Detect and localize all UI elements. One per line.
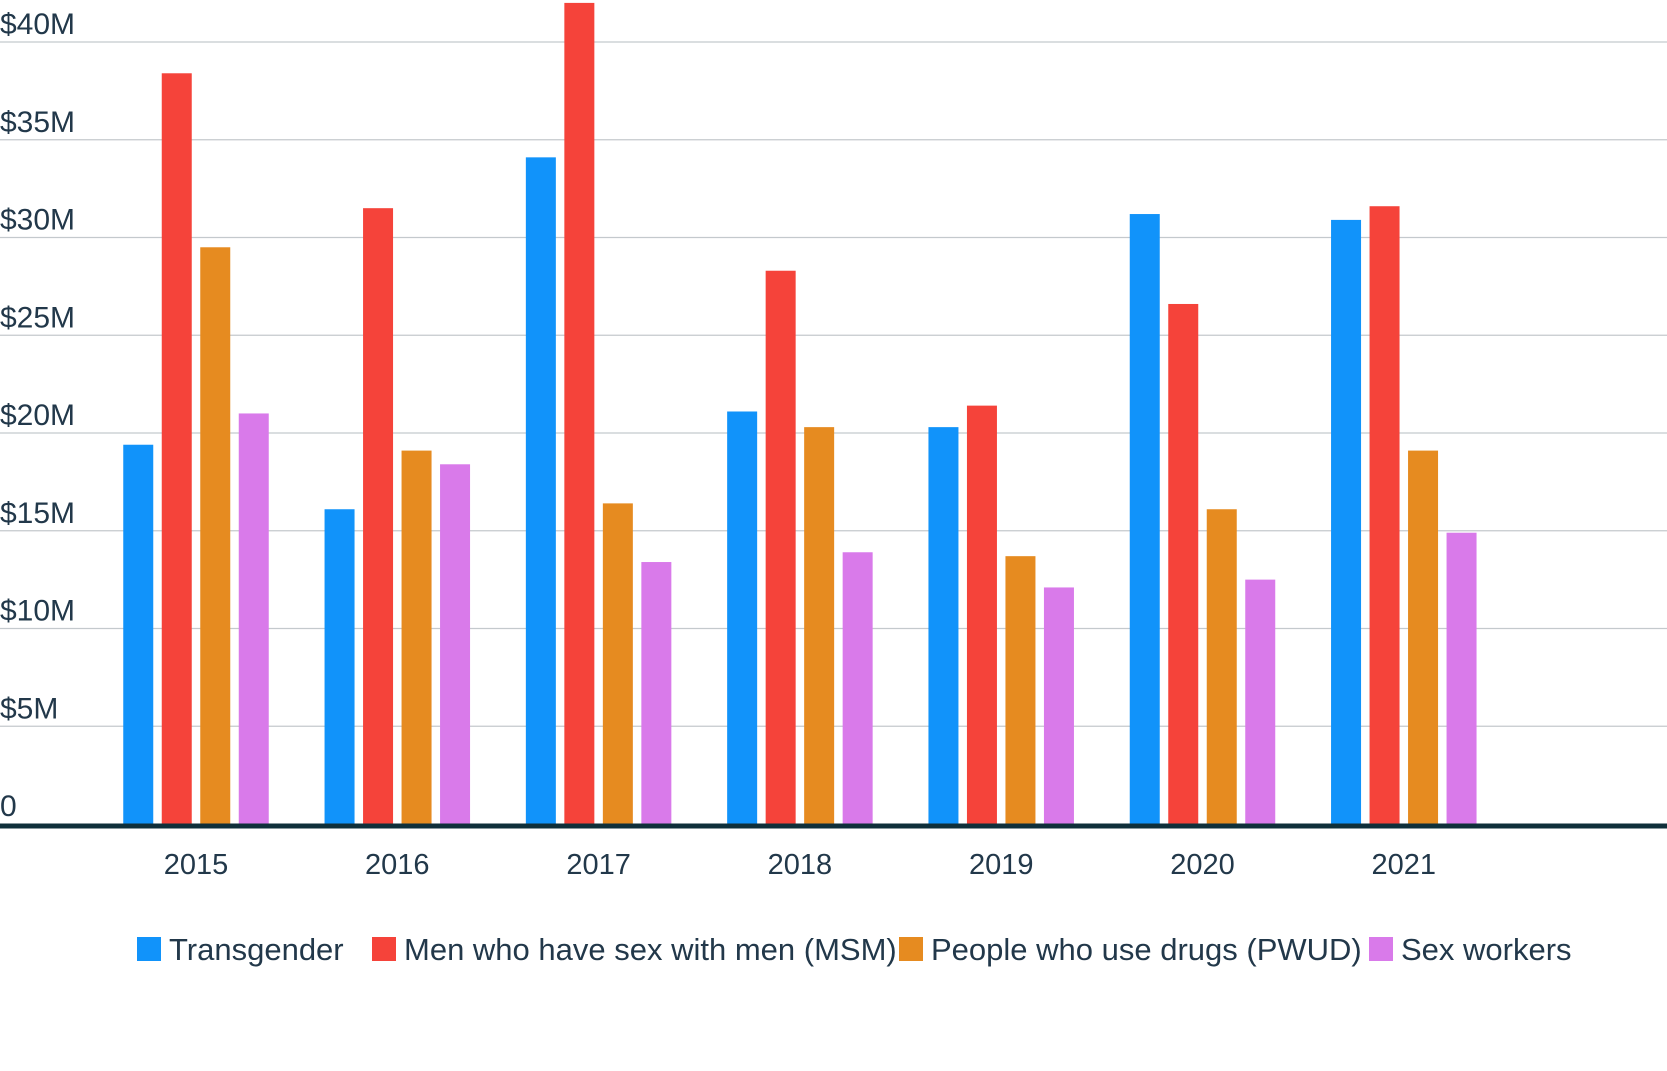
bar-2015-sex-workers [238,413,269,824]
y-tick-label: $30M [0,204,75,237]
bar-2021-men-who-have-sex-with-men-msm [1369,206,1400,825]
legend-swatch [137,937,161,961]
bar-2017-sex-workers [641,562,672,824]
bar-2015-people-who-use-drugs-pwud [200,247,231,824]
bar-2017-men-who-have-sex-with-men-msm [564,2,595,824]
x-tick-label: 2016 [365,849,430,881]
bar-2015-men-who-have-sex-with-men-msm [161,73,192,824]
bar-2015-transgender [123,444,154,824]
bar-2018-transgender [727,411,758,824]
y-tick-label: $35M [0,106,75,139]
legend-swatch [1369,937,1393,961]
legend-label: Sex workers [1401,932,1572,967]
bar-2016-transgender [324,509,355,824]
y-tick-label: $20M [0,399,75,432]
legend-swatch [899,937,923,961]
bar-2021-sex-workers [1446,532,1477,824]
x-tick-label: 2019 [969,849,1034,881]
bar-2017-people-who-use-drugs-pwud [602,503,633,824]
bar-2020-people-who-use-drugs-pwud [1206,509,1237,824]
bar-2017-transgender [525,157,556,825]
legend-label: Transgender [169,932,344,967]
y-axis-tick-labels: 0 $5M $10M $15M $20M $25M $30M $35M $40M [0,8,75,823]
y-tick-label: $5M [0,692,58,725]
bar-2021-transgender [1331,219,1362,824]
y-tick-label: 0 [0,790,17,823]
x-tick-label: 2015 [164,849,229,881]
bar-2020-men-who-have-sex-with-men-msm [1168,303,1199,825]
bar-2020-transgender [1129,214,1160,825]
bar-2018-sex-workers [842,552,873,824]
bar-2019-transgender [928,427,959,824]
y-tick-label: $25M [0,301,75,334]
bar-2018-people-who-use-drugs-pwud [804,427,835,824]
bar-2016-sex-workers [440,464,471,824]
bar-2019-people-who-use-drugs-pwud [1005,556,1036,824]
bar-2016-people-who-use-drugs-pwud [401,450,432,824]
y-tick-label: $40M [0,8,75,41]
bar-2021-people-who-use-drugs-pwud [1408,450,1439,824]
x-tick-label: 2018 [768,849,833,881]
bar-2019-men-who-have-sex-with-men-msm [966,405,997,824]
legend-swatch [372,937,396,961]
x-tick-label: 2020 [1170,849,1235,881]
bar-2020-sex-workers [1245,579,1276,824]
bars [123,2,1477,825]
x-axis-tick-labels: 2015 2016 2017 2018 2019 2020 2021 [164,849,1436,881]
legend-label: People who use drugs (PWUD) [931,932,1362,967]
bar-2016-men-who-have-sex-with-men-msm [363,208,394,825]
legend-label: Men who have sex with men (MSM) [404,932,897,967]
legend: Transgender Men who have sex with men (MS… [137,932,1572,967]
y-tick-label: $10M [0,595,75,628]
x-tick-label: 2017 [566,849,631,881]
bar-2019-sex-workers [1043,587,1074,824]
y-tick-label: $15M [0,497,75,530]
x-tick-label: 2021 [1372,849,1437,881]
bar-2018-men-who-have-sex-with-men-msm [765,270,796,824]
